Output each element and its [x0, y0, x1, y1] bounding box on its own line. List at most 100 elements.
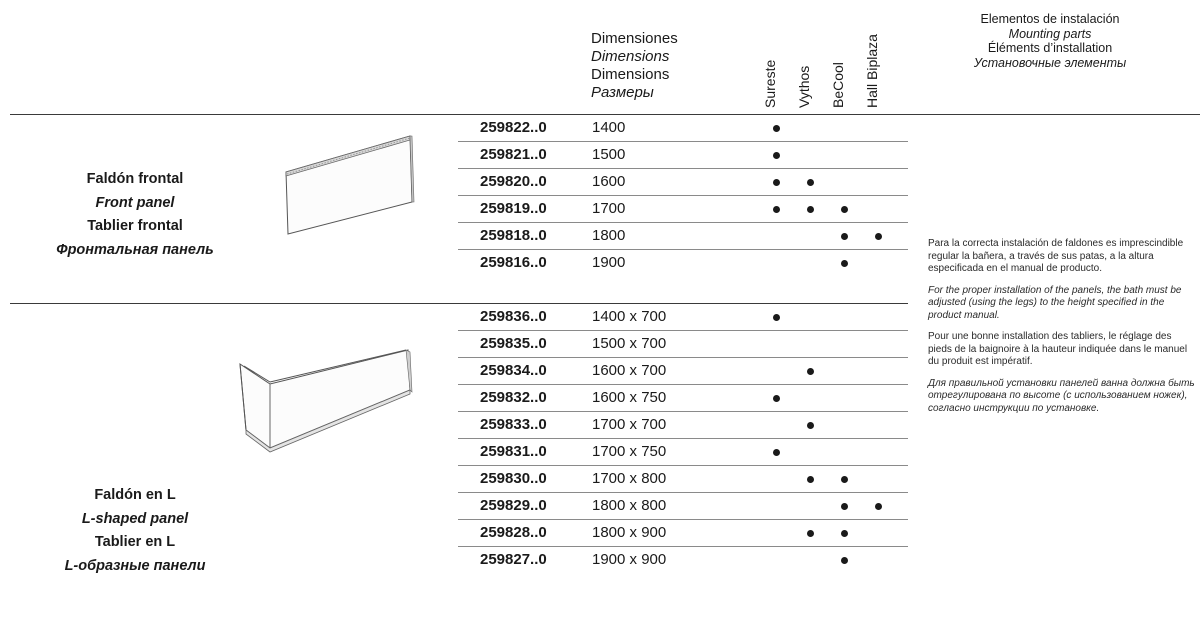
installation-notes: Para la correcta instalación de faldones…	[928, 238, 1196, 424]
mounting-label-ru: Установочные элементы	[973, 55, 1127, 70]
dimensions-label-es: Dimensiones	[591, 30, 678, 47]
mounting-parts-header: Elementos de instalación Mounting parts …	[900, 12, 1200, 70]
table-row: 259827..0 1900 x 900	[458, 547, 908, 574]
dimension-value: 1600	[592, 173, 626, 190]
front-panel-name-es: Faldón frontal	[86, 171, 184, 187]
compatibility-dot-vythos	[806, 530, 814, 537]
compatibility-dot-sureste	[772, 449, 780, 456]
model-header-hall-biplaza: Hall Biplaza	[864, 34, 880, 108]
group-name-front-panel: Faldón frontal Front panel Tablier front…	[10, 168, 260, 262]
table-row: 259832..0 1600 x 750	[458, 385, 908, 412]
row-divider	[458, 357, 908, 358]
dimension-value: 1700 x 800	[592, 470, 667, 487]
l-panel-name-en: L-shaped panel	[81, 510, 189, 527]
dimension-value: 1600 x 700	[592, 362, 667, 379]
row-divider	[458, 249, 908, 250]
front-panel-name-en: Front panel	[95, 194, 175, 211]
table-row: 259816..0 1900	[458, 250, 908, 277]
row-divider	[458, 168, 908, 169]
dimension-value: 1500 x 700	[592, 335, 667, 352]
table-row: 259819..0 1700	[458, 196, 908, 223]
row-divider	[458, 384, 908, 385]
product-code: 259834..0	[480, 362, 547, 379]
dimensions-label-en: Dimensions	[591, 48, 670, 65]
model-header-becool: BeCool	[830, 62, 846, 108]
dimension-value: 1400	[592, 119, 626, 136]
compatibility-dot-sureste	[772, 179, 780, 186]
note-en: For the proper installation of the panel…	[928, 284, 1182, 321]
product-code: 259830..0	[480, 470, 547, 487]
row-divider	[458, 492, 908, 493]
compatibility-dot-sureste	[772, 206, 780, 213]
product-code: 259818..0	[480, 227, 547, 244]
product-code: 259820..0	[480, 173, 547, 190]
front-panel-name-fr: Tablier frontal	[87, 218, 183, 234]
compatibility-dot-becool	[840, 557, 848, 564]
dimension-value: 1900 x 900	[592, 551, 667, 568]
table-row: 259831..0 1700 x 750	[458, 439, 908, 466]
compatibility-dot-becool	[840, 503, 848, 510]
dimension-value: 1700 x 700	[592, 416, 667, 433]
row-divider	[458, 438, 908, 439]
row-divider	[458, 222, 908, 223]
compatibility-dot-sureste	[772, 314, 780, 321]
compatibility-dot-becool	[840, 233, 848, 240]
compatibility-dot-sureste	[772, 395, 780, 402]
dimensions-label-ru: Размеры	[591, 84, 654, 101]
dimension-value: 1400 x 700	[592, 308, 667, 325]
compatibility-dot-vythos	[806, 206, 814, 213]
l-shaped-panel-drawing	[239, 349, 413, 453]
compatibility-dot-becool	[840, 476, 848, 483]
product-code: 259831..0	[480, 443, 547, 460]
note-es: Para la correcta instalación de faldones…	[928, 238, 1184, 274]
compatibility-dot-vythos	[806, 368, 814, 375]
table-row: 259834..0 1600 x 700	[458, 358, 908, 385]
compatibility-dot-becool	[840, 530, 848, 537]
compatibility-dot-vythos	[806, 422, 814, 429]
product-code: 259816..0	[480, 254, 547, 271]
table-row: 259828..0 1800 x 900	[458, 520, 908, 547]
product-code: 259836..0	[480, 308, 547, 325]
group-name-l-shaped-panel: Faldón en L L-shaped panel Tablier en L …	[10, 484, 260, 578]
product-code: 259835..0	[480, 335, 547, 352]
mounting-label-en: Mounting parts	[1008, 26, 1092, 41]
compatibility-dot-hall-biplaza	[874, 503, 882, 510]
product-code: 259832..0	[480, 389, 547, 406]
compatibility-dot-sureste	[772, 152, 780, 159]
dimension-value: 1700	[592, 200, 626, 217]
product-code: 259819..0	[480, 200, 547, 217]
table-row: 259833..0 1700 x 700	[458, 412, 908, 439]
dimension-value: 1800 x 900	[592, 524, 667, 541]
dimension-value: 1700 x 750	[592, 443, 667, 460]
header-divider	[10, 114, 1200, 115]
group-divider	[10, 303, 908, 304]
note-fr: Pour une bonne installation des tabliers…	[928, 331, 1188, 367]
l-panel-name-ru: L-образные панели	[64, 557, 206, 574]
compatibility-dot-hall-biplaza	[874, 233, 882, 240]
model-header-vythos: Vythos	[796, 65, 812, 108]
product-code: 259821..0	[480, 146, 547, 163]
table-row: 259818..0 1800	[458, 223, 908, 250]
product-code: 259822..0	[480, 119, 547, 136]
compatibility-dot-becool	[840, 260, 848, 267]
row-divider	[458, 195, 908, 196]
compatibility-dot-vythos	[806, 179, 814, 186]
product-code: 259827..0	[480, 551, 547, 568]
row-divider	[458, 330, 908, 331]
row-divider	[458, 519, 908, 520]
dimension-value: 1800	[592, 227, 626, 244]
mounting-label-fr: Éléments d’installation	[987, 41, 1113, 55]
dimension-value: 1600 x 750	[592, 389, 667, 406]
table-row: 259830..0 1700 x 800	[458, 466, 908, 493]
mounting-label-es: Elementos de instalación	[980, 12, 1120, 26]
front-panel-name-ru: Фронтальная панель	[56, 241, 214, 258]
table-row: 259836..0 1400 x 700	[458, 304, 908, 331]
table-row: 259822..0 1400	[458, 115, 908, 142]
l-panel-name-fr: Tablier en L	[94, 534, 176, 550]
front-panel-drawing	[285, 135, 415, 235]
l-panel-name-es: Faldón en L	[94, 487, 176, 503]
table-row: 259821..0 1500	[458, 142, 908, 169]
row-divider	[458, 465, 908, 466]
note-ru: Для правильной установки панелей ванна д…	[928, 377, 1195, 414]
table-row: 259820..0 1600	[458, 169, 908, 196]
